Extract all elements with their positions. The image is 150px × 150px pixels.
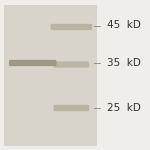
Text: 35  kD: 35 kD: [107, 58, 141, 68]
Text: 25  kD: 25 kD: [107, 103, 141, 113]
FancyBboxPatch shape: [54, 61, 89, 68]
FancyBboxPatch shape: [54, 105, 89, 111]
FancyBboxPatch shape: [9, 60, 57, 66]
Text: 45  kD: 45 kD: [107, 21, 141, 30]
FancyBboxPatch shape: [51, 24, 92, 30]
FancyBboxPatch shape: [4, 4, 97, 146]
